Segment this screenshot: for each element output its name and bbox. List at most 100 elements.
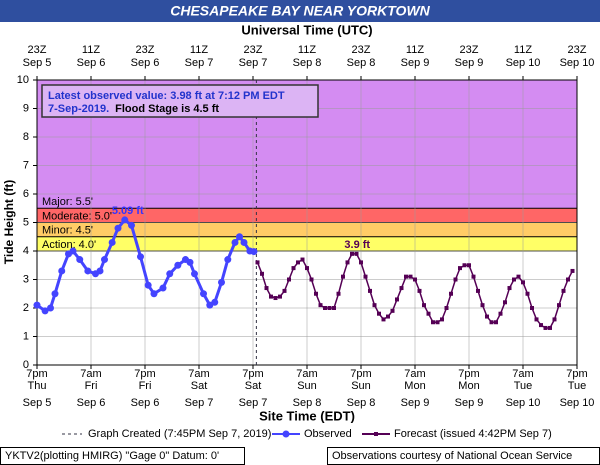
x-tick-day: Tue xyxy=(568,380,587,392)
x-tick-label: 7am xyxy=(296,368,317,380)
y-tick-label: 7 xyxy=(23,159,29,171)
forecast-point xyxy=(363,274,368,279)
forecast-point xyxy=(296,260,300,265)
forecast-point xyxy=(323,306,327,310)
x-tick-date: Sep 5 xyxy=(23,397,52,409)
footer-left: YKTV2(plotting HMIRG) "Gage 0" Datum: 0' xyxy=(5,450,219,462)
forecast-point xyxy=(548,325,552,330)
forecast-point xyxy=(287,277,291,282)
observed-point xyxy=(166,270,174,278)
observed-point xyxy=(144,281,152,289)
forecast-point xyxy=(534,317,539,322)
chart-title: CHESAPEAKE BAY NEAR YORKTOWN xyxy=(170,3,430,19)
forecast-point xyxy=(282,288,287,293)
forecast-point xyxy=(561,288,566,293)
x2-tick-date: Sep 7 xyxy=(185,57,214,69)
forecast-point xyxy=(458,266,462,271)
x2-tick-date: Sep 7 xyxy=(239,57,268,69)
x-tick-day: Sat xyxy=(245,380,262,392)
forecast-point xyxy=(300,257,305,262)
x-tick-label: 7pm xyxy=(350,368,371,380)
x-tick-date: Sep 7 xyxy=(185,397,214,409)
forecast-point xyxy=(305,266,309,271)
forecast-point xyxy=(278,294,282,299)
observed-point xyxy=(150,290,158,298)
forecast-point xyxy=(543,325,548,330)
x2-tick-date: Sep 8 xyxy=(293,57,322,69)
y-tick-label: 10 xyxy=(17,74,29,86)
y-tick-label: 8 xyxy=(23,131,29,143)
x-tick-day: Sat xyxy=(191,380,208,392)
forecast-point xyxy=(377,311,381,316)
info-line: Latest observed value: 3.98 ft at 7:12 P… xyxy=(48,90,285,102)
x-tick-label: 7am xyxy=(80,368,101,380)
forecast-point xyxy=(422,303,426,308)
x2-tick-label: 23Z xyxy=(460,44,479,56)
x-tick-day: Sun xyxy=(297,380,317,392)
x-tick-day: Tue xyxy=(514,380,533,392)
forecast-point xyxy=(390,308,395,313)
x2-tick-label: 11Z xyxy=(406,44,424,56)
x2-tick-date: Sep 10 xyxy=(506,57,541,69)
x-tick-label: 7pm xyxy=(566,368,587,380)
x2-tick-label: 23Z xyxy=(568,44,587,56)
x-tick-day: Sun xyxy=(351,380,371,392)
forecast-point xyxy=(498,311,503,316)
y-tick-label: 6 xyxy=(23,188,29,200)
legend-label: Observed xyxy=(304,428,352,440)
info-date: 7-Sep-2019. xyxy=(48,103,109,115)
forecast-point xyxy=(480,303,485,308)
forecast-point xyxy=(494,320,498,325)
forecast-point xyxy=(467,263,471,268)
forecast-point xyxy=(516,274,521,279)
observed-point xyxy=(108,238,116,246)
x2-tick-date: Sep 6 xyxy=(77,57,106,69)
observed-point xyxy=(174,261,182,269)
forecast-point xyxy=(503,300,507,305)
observed-point xyxy=(51,290,59,298)
forecast-point xyxy=(525,291,530,296)
forecast-point xyxy=(399,286,404,291)
forecast-point xyxy=(260,271,264,276)
forecast-point xyxy=(462,263,467,268)
x-axis-label: Site Time (EDT) xyxy=(259,408,355,423)
y-tick-label: 1 xyxy=(23,330,29,342)
forecast-point xyxy=(417,288,422,293)
x2-tick-label: 23Z xyxy=(244,44,263,56)
forecast-point xyxy=(552,317,557,322)
observed-point xyxy=(121,216,129,224)
x2-tick-label: 23Z xyxy=(352,44,371,56)
observed-point xyxy=(211,298,219,306)
observed-point xyxy=(84,267,92,275)
observed-point xyxy=(250,248,258,256)
observed-point xyxy=(41,307,49,315)
forecast-point xyxy=(539,323,543,328)
flood-label: Minor: 4.5' xyxy=(42,225,93,237)
x2-tick-date: Sep 6 xyxy=(131,57,160,69)
observed-point xyxy=(236,233,243,241)
forecast-point xyxy=(485,314,489,319)
y-tick-label: 4 xyxy=(23,245,29,257)
peak-label: 5.09 ft xyxy=(112,205,144,217)
x2-tick-label: 11Z xyxy=(514,44,532,56)
forecast-point xyxy=(431,320,435,325)
info-box xyxy=(41,84,319,118)
info-line: 7-Sep-2019. Flood Stage is 4.5 ft xyxy=(48,103,219,115)
legend-icon xyxy=(374,432,378,436)
forecast-point xyxy=(476,288,480,293)
flood-label: Moderate: 5.0' xyxy=(42,210,112,222)
observed-point xyxy=(186,258,194,266)
observed-point xyxy=(33,301,41,309)
forecast-point xyxy=(530,306,534,310)
forecast-point xyxy=(570,268,575,273)
forecast-point xyxy=(336,291,341,296)
forecast-point xyxy=(557,303,561,308)
observed-point xyxy=(137,253,144,261)
forecast-point xyxy=(440,317,444,322)
forecast-point xyxy=(314,291,318,296)
flood-label: Action: 4.0' xyxy=(42,239,96,251)
x-tick-label: 7pm xyxy=(134,368,155,380)
x-tick-date: Sep 9 xyxy=(401,397,430,409)
forecast-point xyxy=(372,303,377,308)
